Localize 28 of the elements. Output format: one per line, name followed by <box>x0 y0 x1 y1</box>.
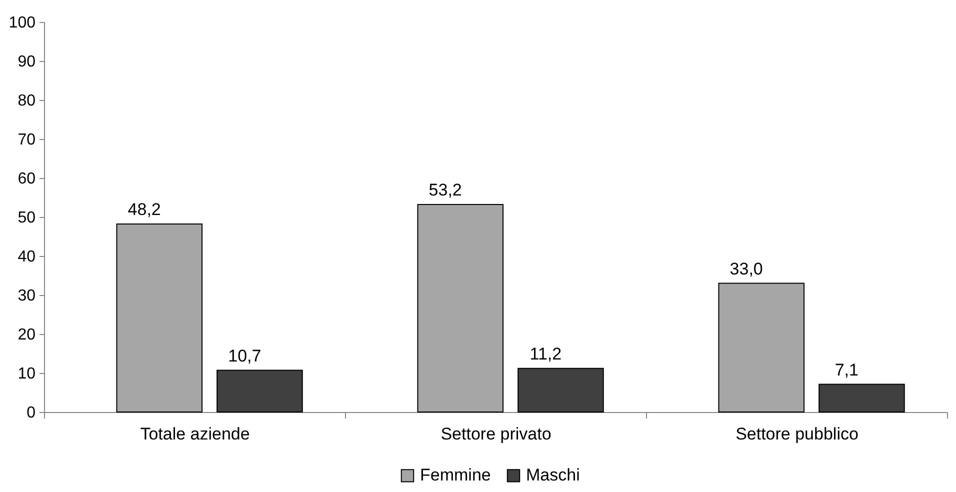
bar <box>818 384 905 412</box>
bar <box>518 368 604 412</box>
y-tick-label: 70 <box>18 132 36 148</box>
bar <box>718 282 805 412</box>
data-label: 48,2 <box>128 200 161 220</box>
y-tick-label: 0 <box>26 404 36 422</box>
y-tick-label: 100 <box>8 14 36 32</box>
legend-label: Maschi <box>526 466 580 485</box>
data-label: 53,2 <box>428 180 462 200</box>
y-tick-label: 50 <box>18 210 36 226</box>
y-tick-label: 10 <box>18 366 36 382</box>
y-tick-label: 40 <box>18 248 36 266</box>
data-label: 10,7 <box>228 346 262 366</box>
y-tick-label: 80 <box>18 92 36 110</box>
bar <box>216 370 303 412</box>
data-label: 7,1 <box>834 360 858 380</box>
y-tick-label: 30 <box>18 288 36 304</box>
x-tick-label: Totale aziende <box>140 424 250 444</box>
x-tick-label: Settore privato <box>440 424 552 444</box>
y-tick-label: 90 <box>18 54 36 70</box>
y-tick-label: 20 <box>18 326 36 344</box>
bar <box>417 204 504 412</box>
y-tick-label: 60 <box>18 170 36 188</box>
legend-label: Femmine <box>420 466 491 485</box>
data-label: 33,0 <box>730 259 763 278</box>
data-label: 11,2 <box>530 344 562 364</box>
x-tick-label: Settore pubblico <box>736 424 858 444</box>
bar <box>116 224 203 412</box>
